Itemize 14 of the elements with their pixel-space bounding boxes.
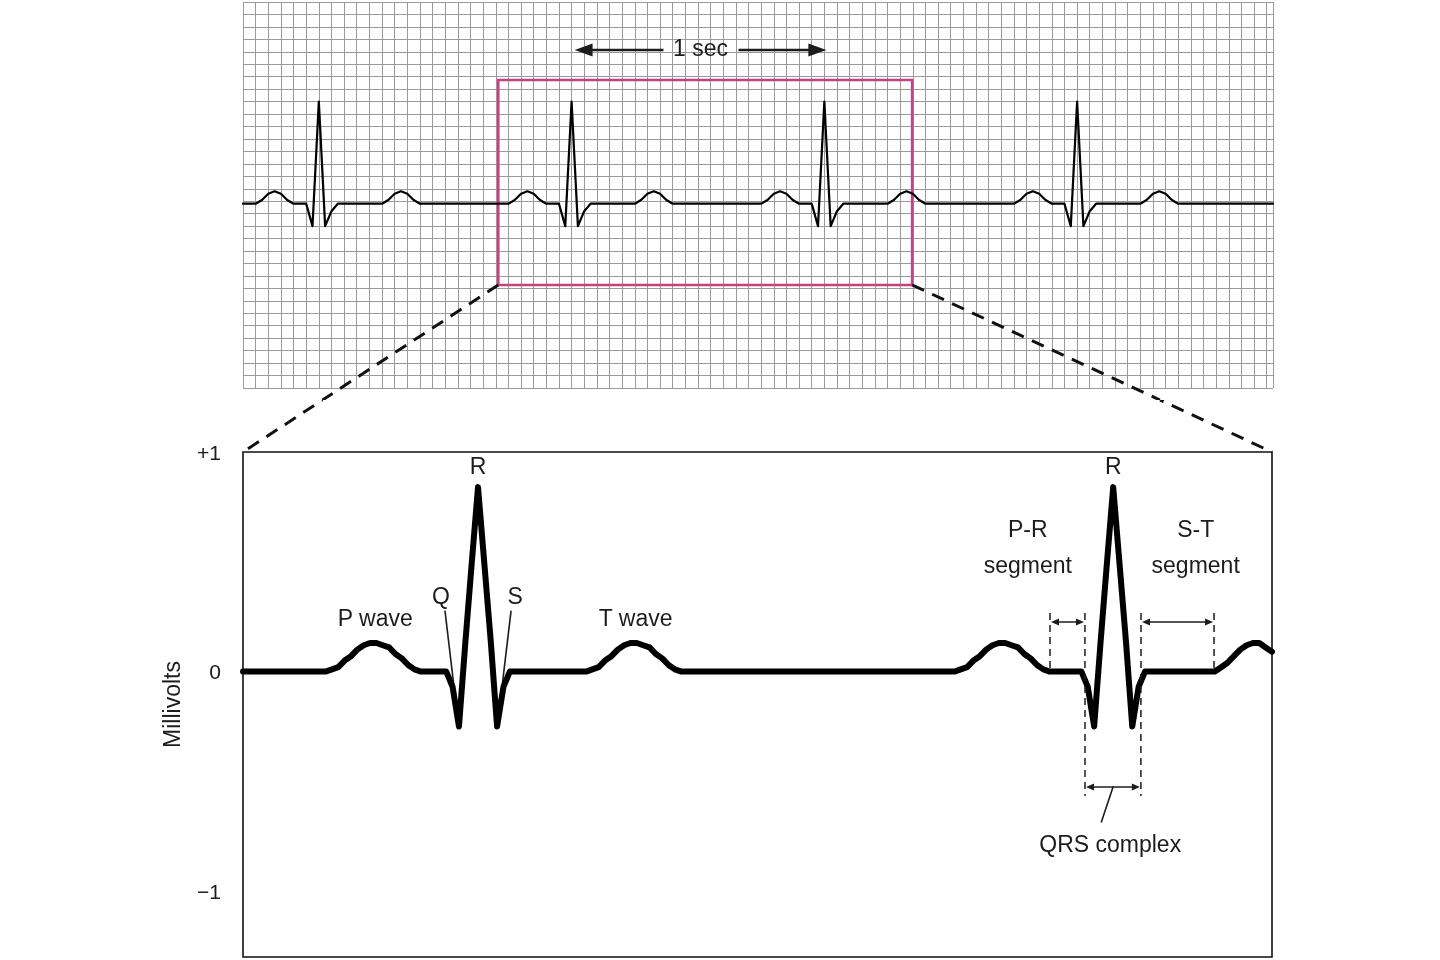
- annotation: R: [469, 453, 487, 480]
- annotation: S: [507, 582, 523, 609]
- annotation: T wave: [598, 605, 673, 632]
- y-tick-label: −1: [197, 879, 221, 903]
- annotation: Q: [432, 582, 450, 609]
- annotation: P wave: [337, 605, 413, 632]
- y-tick-label: 0: [209, 660, 221, 684]
- annotation: R: [1104, 453, 1122, 480]
- y-tick-label: +1: [197, 440, 221, 464]
- annotation: P-R segment: [983, 515, 1073, 578]
- annotation: S-T segment: [1151, 515, 1241, 578]
- annotation: QRS complex: [1039, 831, 1182, 858]
- text: 1 sec: [672, 35, 728, 61]
- y-axis-title: Millivolts: [158, 661, 185, 748]
